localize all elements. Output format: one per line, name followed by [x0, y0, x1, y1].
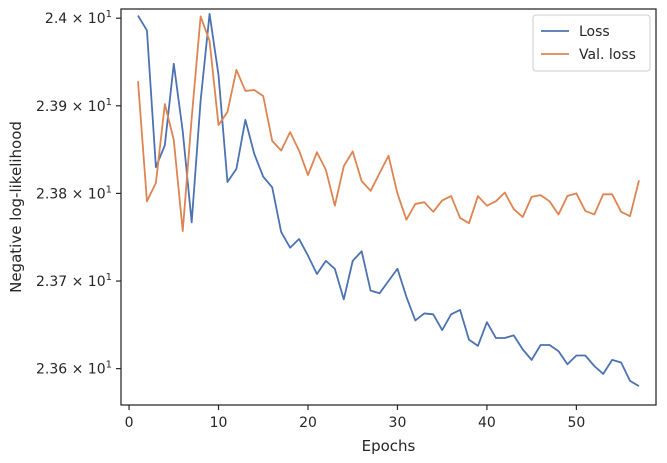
y-axis-label: Negative log-likelihood	[7, 121, 25, 293]
x-tick-label: 20	[299, 415, 317, 431]
y-tick-label: 2.4 × 101	[45, 9, 112, 27]
legend-box	[532, 14, 651, 72]
y-tick-label: 2.39 × 101	[36, 97, 112, 115]
y-axis-ticks: 2.36 × 101 2.37 × 101 2.38 × 101 2.39 × 101…	[36, 9, 121, 378]
y-tick-label: 2.38 × 101	[36, 184, 112, 202]
x-axis-ticks: 0 10 20 30 40 50	[125, 405, 585, 431]
x-tick-label: 0	[125, 415, 134, 431]
y-tick-label: 2.36 × 101	[36, 360, 112, 378]
series-layer	[137, 12, 640, 387]
x-axis-label: Epochs	[362, 437, 416, 455]
x-tick-label: 50	[567, 415, 585, 431]
series-line-2	[137, 15, 640, 232]
x-tick-label: 40	[478, 415, 496, 431]
x-tick-label: 30	[389, 415, 407, 431]
legend-label: Val. loss	[579, 47, 636, 63]
series-line-1	[137, 12, 640, 387]
legend: Loss Val. loss	[532, 14, 651, 72]
y-tick-label: 2.37 × 101	[36, 272, 112, 290]
plot-frame	[120, 8, 657, 406]
x-tick-label: 10	[210, 415, 228, 431]
legend-label: Loss	[579, 24, 610, 40]
